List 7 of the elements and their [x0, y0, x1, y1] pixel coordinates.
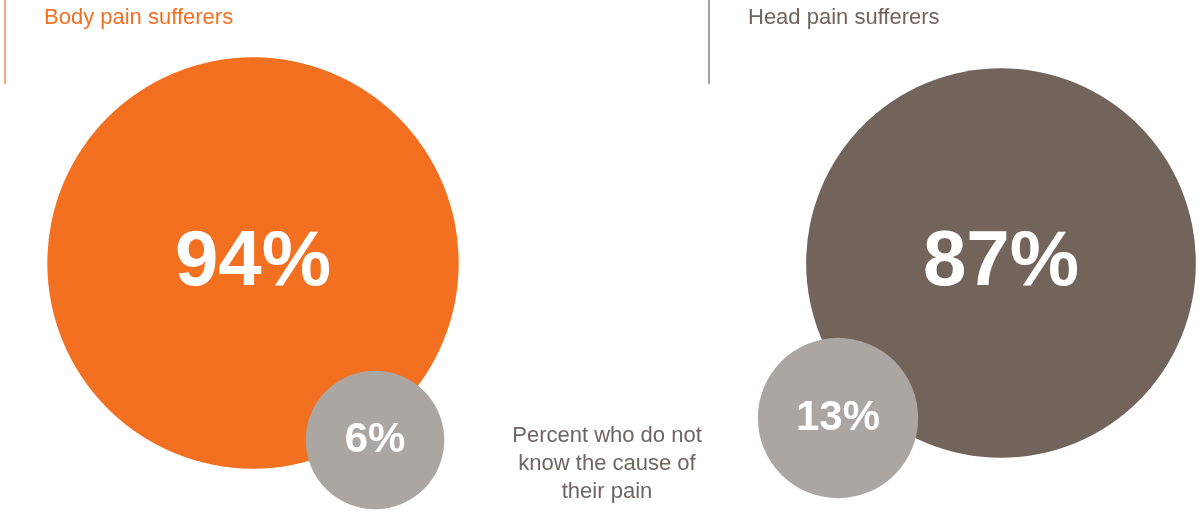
data-label: 94% [174, 213, 332, 302]
data-label: 13% [795, 391, 881, 439]
text: Head pain sufferers [748, 4, 940, 30]
data-label: 6% [344, 413, 406, 461]
text: Body pain sufferers [44, 4, 234, 30]
text: Percent who do not know the cause of their pain [512, 422, 702, 504]
data-label: 87% [922, 213, 1080, 302]
